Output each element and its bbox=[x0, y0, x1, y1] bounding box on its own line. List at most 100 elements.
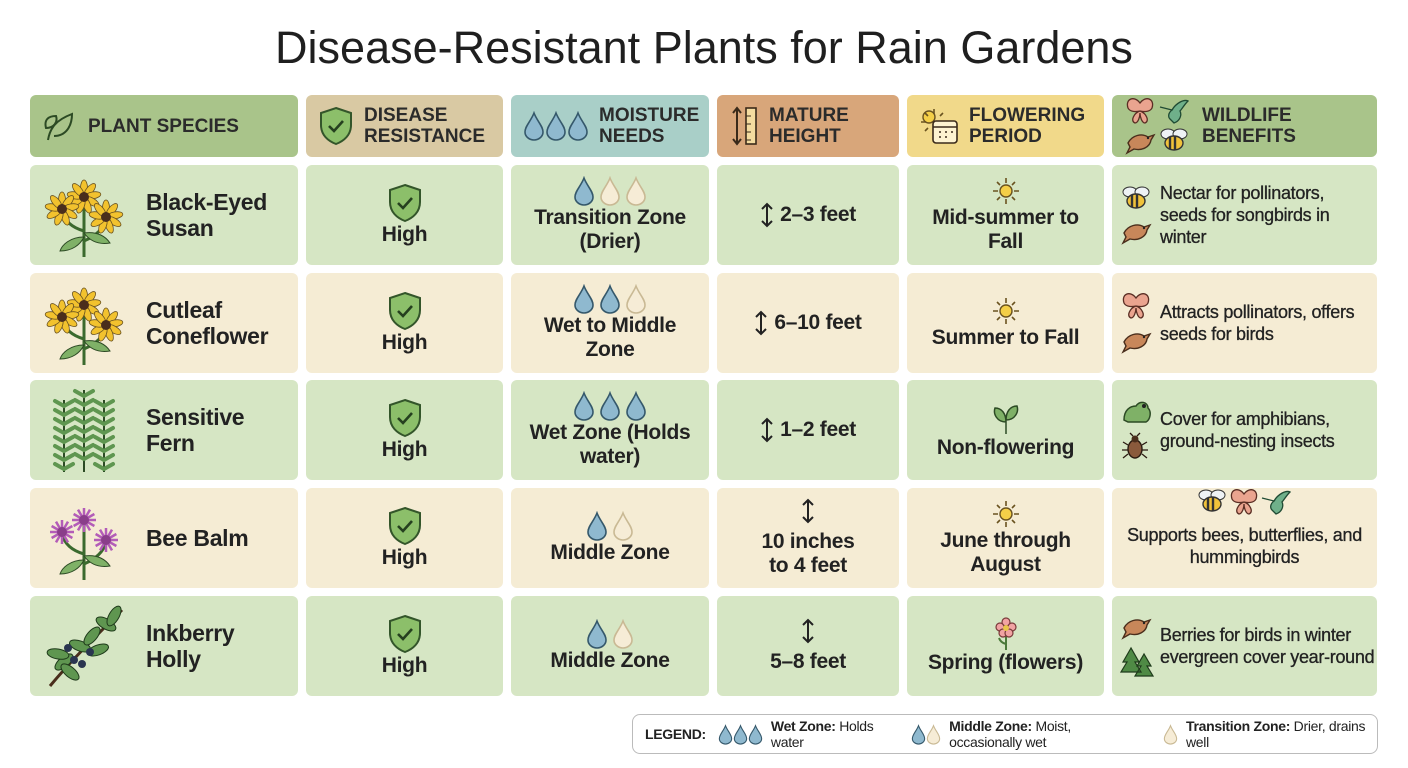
table-cell: 10 inches to 4 feet bbox=[717, 488, 899, 588]
icon bbox=[40, 602, 128, 690]
icon bbox=[387, 291, 423, 331]
cell-text: Black-Eyed Susan bbox=[146, 189, 268, 241]
table-cell: High bbox=[306, 596, 503, 696]
cell-text: Wet to Middle Zone bbox=[543, 314, 677, 361]
icon bbox=[42, 110, 78, 142]
icon-stack bbox=[1120, 185, 1154, 245]
icon bbox=[523, 111, 589, 141]
column-header: MOISTURE NEEDS bbox=[511, 95, 709, 157]
column-header: DISEASE RESISTANCE bbox=[306, 95, 503, 157]
table-cell: Berries for birds in winter evergreen co… bbox=[1112, 596, 1377, 696]
icon bbox=[573, 391, 647, 421]
icon bbox=[40, 171, 128, 259]
table-cell: Mid-summer to Fall bbox=[907, 165, 1104, 265]
cell-text: Supports bees, butterflies, and hummingb… bbox=[1127, 525, 1362, 567]
icon bbox=[573, 176, 647, 206]
legend-label: LEGEND: bbox=[645, 726, 706, 742]
table-cell: Supports bees, butterflies, and hummingb… bbox=[1112, 488, 1377, 588]
cell-text: Wet Zone (Holds water) bbox=[529, 421, 691, 468]
legend-item: Transition Zone: Drier, drains well bbox=[1186, 718, 1367, 750]
table-cell: Cover for amphibians, ground-nesting ins… bbox=[1112, 380, 1377, 480]
column-header: FLOWERING PERIOD bbox=[907, 95, 1104, 157]
table-cell: 2–3 feet bbox=[717, 165, 899, 265]
legend-desc: Drier, drains well bbox=[1185, 718, 1366, 750]
table-cell: High bbox=[306, 165, 503, 265]
cell-text: Mid-summer to Fall bbox=[932, 206, 1079, 253]
icon bbox=[991, 617, 1021, 651]
icon bbox=[586, 619, 634, 649]
icon bbox=[40, 386, 128, 474]
icon bbox=[1120, 398, 1154, 426]
icon bbox=[911, 723, 941, 745]
cell-text: 5–8 feet bbox=[770, 650, 846, 673]
header-text: DISEASE RESISTANCE bbox=[364, 105, 486, 147]
column-header: WILDLIFE BENEFITS bbox=[1112, 95, 1377, 157]
header-text: PLANT SPECIES bbox=[88, 115, 239, 137]
cell-text: 1–2 feet bbox=[780, 418, 856, 441]
cell-text: Berries for birds in winter evergreen co… bbox=[1160, 625, 1375, 667]
cell-text: June through August bbox=[940, 529, 1071, 576]
table-cell: Transition Zone (Drier) bbox=[511, 165, 709, 265]
header-text: FLOWERING PERIOD bbox=[969, 105, 1086, 147]
icon bbox=[1163, 723, 1178, 745]
icon bbox=[1120, 432, 1154, 462]
cell-text: Middle Zone bbox=[550, 541, 670, 564]
icon bbox=[760, 202, 774, 228]
table-cell: June through August bbox=[907, 488, 1104, 588]
icon bbox=[1120, 185, 1154, 211]
cell-text: Summer to Fall bbox=[931, 326, 1080, 349]
table-cell: Attracts pollinators, offers seeds for b… bbox=[1112, 273, 1377, 373]
icon bbox=[387, 506, 423, 546]
icon-stack bbox=[1120, 612, 1154, 680]
icon bbox=[919, 107, 959, 145]
icon bbox=[729, 104, 759, 148]
icon bbox=[801, 618, 815, 644]
cell-text: High bbox=[381, 331, 428, 354]
cell-text: Sensitive Fern bbox=[146, 404, 245, 456]
table-cell: High bbox=[306, 273, 503, 373]
cell-text: Inkberry Holly bbox=[146, 620, 235, 672]
table-cell: 5–8 feet bbox=[717, 596, 899, 696]
table-cell: Nectar for pollinators, seeds for songbi… bbox=[1112, 165, 1377, 265]
legend-term: Middle Zone: bbox=[949, 718, 1032, 734]
cell-text: Middle Zone bbox=[550, 649, 670, 672]
legend: LEGEND: Wet Zone: Holds water Middle Zone:… bbox=[632, 714, 1378, 754]
legend-term: Wet Zone: bbox=[770, 718, 836, 734]
table-cell: 1–2 feet bbox=[717, 380, 899, 480]
icon bbox=[991, 499, 1021, 529]
icon bbox=[1196, 488, 1294, 518]
icon bbox=[1124, 97, 1192, 155]
icon-stack bbox=[1120, 398, 1154, 462]
table-cell: Bee Balm bbox=[30, 488, 298, 588]
cell-text: 6–10 feet bbox=[774, 311, 862, 334]
icon-stack bbox=[1120, 292, 1154, 354]
icon bbox=[1120, 326, 1154, 354]
table-cell: Wet to Middle Zone bbox=[511, 273, 709, 373]
icon bbox=[1120, 292, 1154, 320]
table-cell: Wet Zone (Holds water) bbox=[511, 380, 709, 480]
table-cell: Summer to Fall bbox=[907, 273, 1104, 373]
icon bbox=[801, 498, 815, 524]
icon bbox=[760, 417, 774, 443]
icon bbox=[1120, 612, 1154, 640]
legend-desc: Moist, occasionally wet bbox=[949, 718, 1071, 750]
cell-text: Spring (flowers) bbox=[927, 651, 1084, 674]
icon bbox=[754, 310, 768, 336]
table-cell: Sensitive Fern bbox=[30, 380, 298, 480]
icon bbox=[40, 494, 128, 582]
legend-term: Transition Zone: bbox=[1185, 718, 1291, 734]
cell-text: 2–3 feet bbox=[780, 203, 856, 226]
cell-text: Non-flowering bbox=[936, 436, 1075, 459]
header-text: MOISTURE NEEDS bbox=[599, 105, 700, 147]
column-header: PLANT SPECIES bbox=[30, 95, 298, 157]
table-cell: Middle Zone bbox=[511, 596, 709, 696]
table-cell: Middle Zone bbox=[511, 488, 709, 588]
cell-text: Nectar for pollinators, seeds for songbi… bbox=[1160, 183, 1330, 247]
icon bbox=[387, 398, 423, 438]
legend-item: Middle Zone: Moist, occasionally wet bbox=[949, 718, 1145, 750]
table-cell: Black-Eyed Susan bbox=[30, 165, 298, 265]
icon bbox=[991, 176, 1021, 206]
cell-text: Cover for amphibians, ground-nesting ins… bbox=[1160, 409, 1335, 451]
legend-item: Wet Zone: Holds water bbox=[771, 718, 893, 750]
cell-text: Bee Balm bbox=[146, 525, 249, 551]
